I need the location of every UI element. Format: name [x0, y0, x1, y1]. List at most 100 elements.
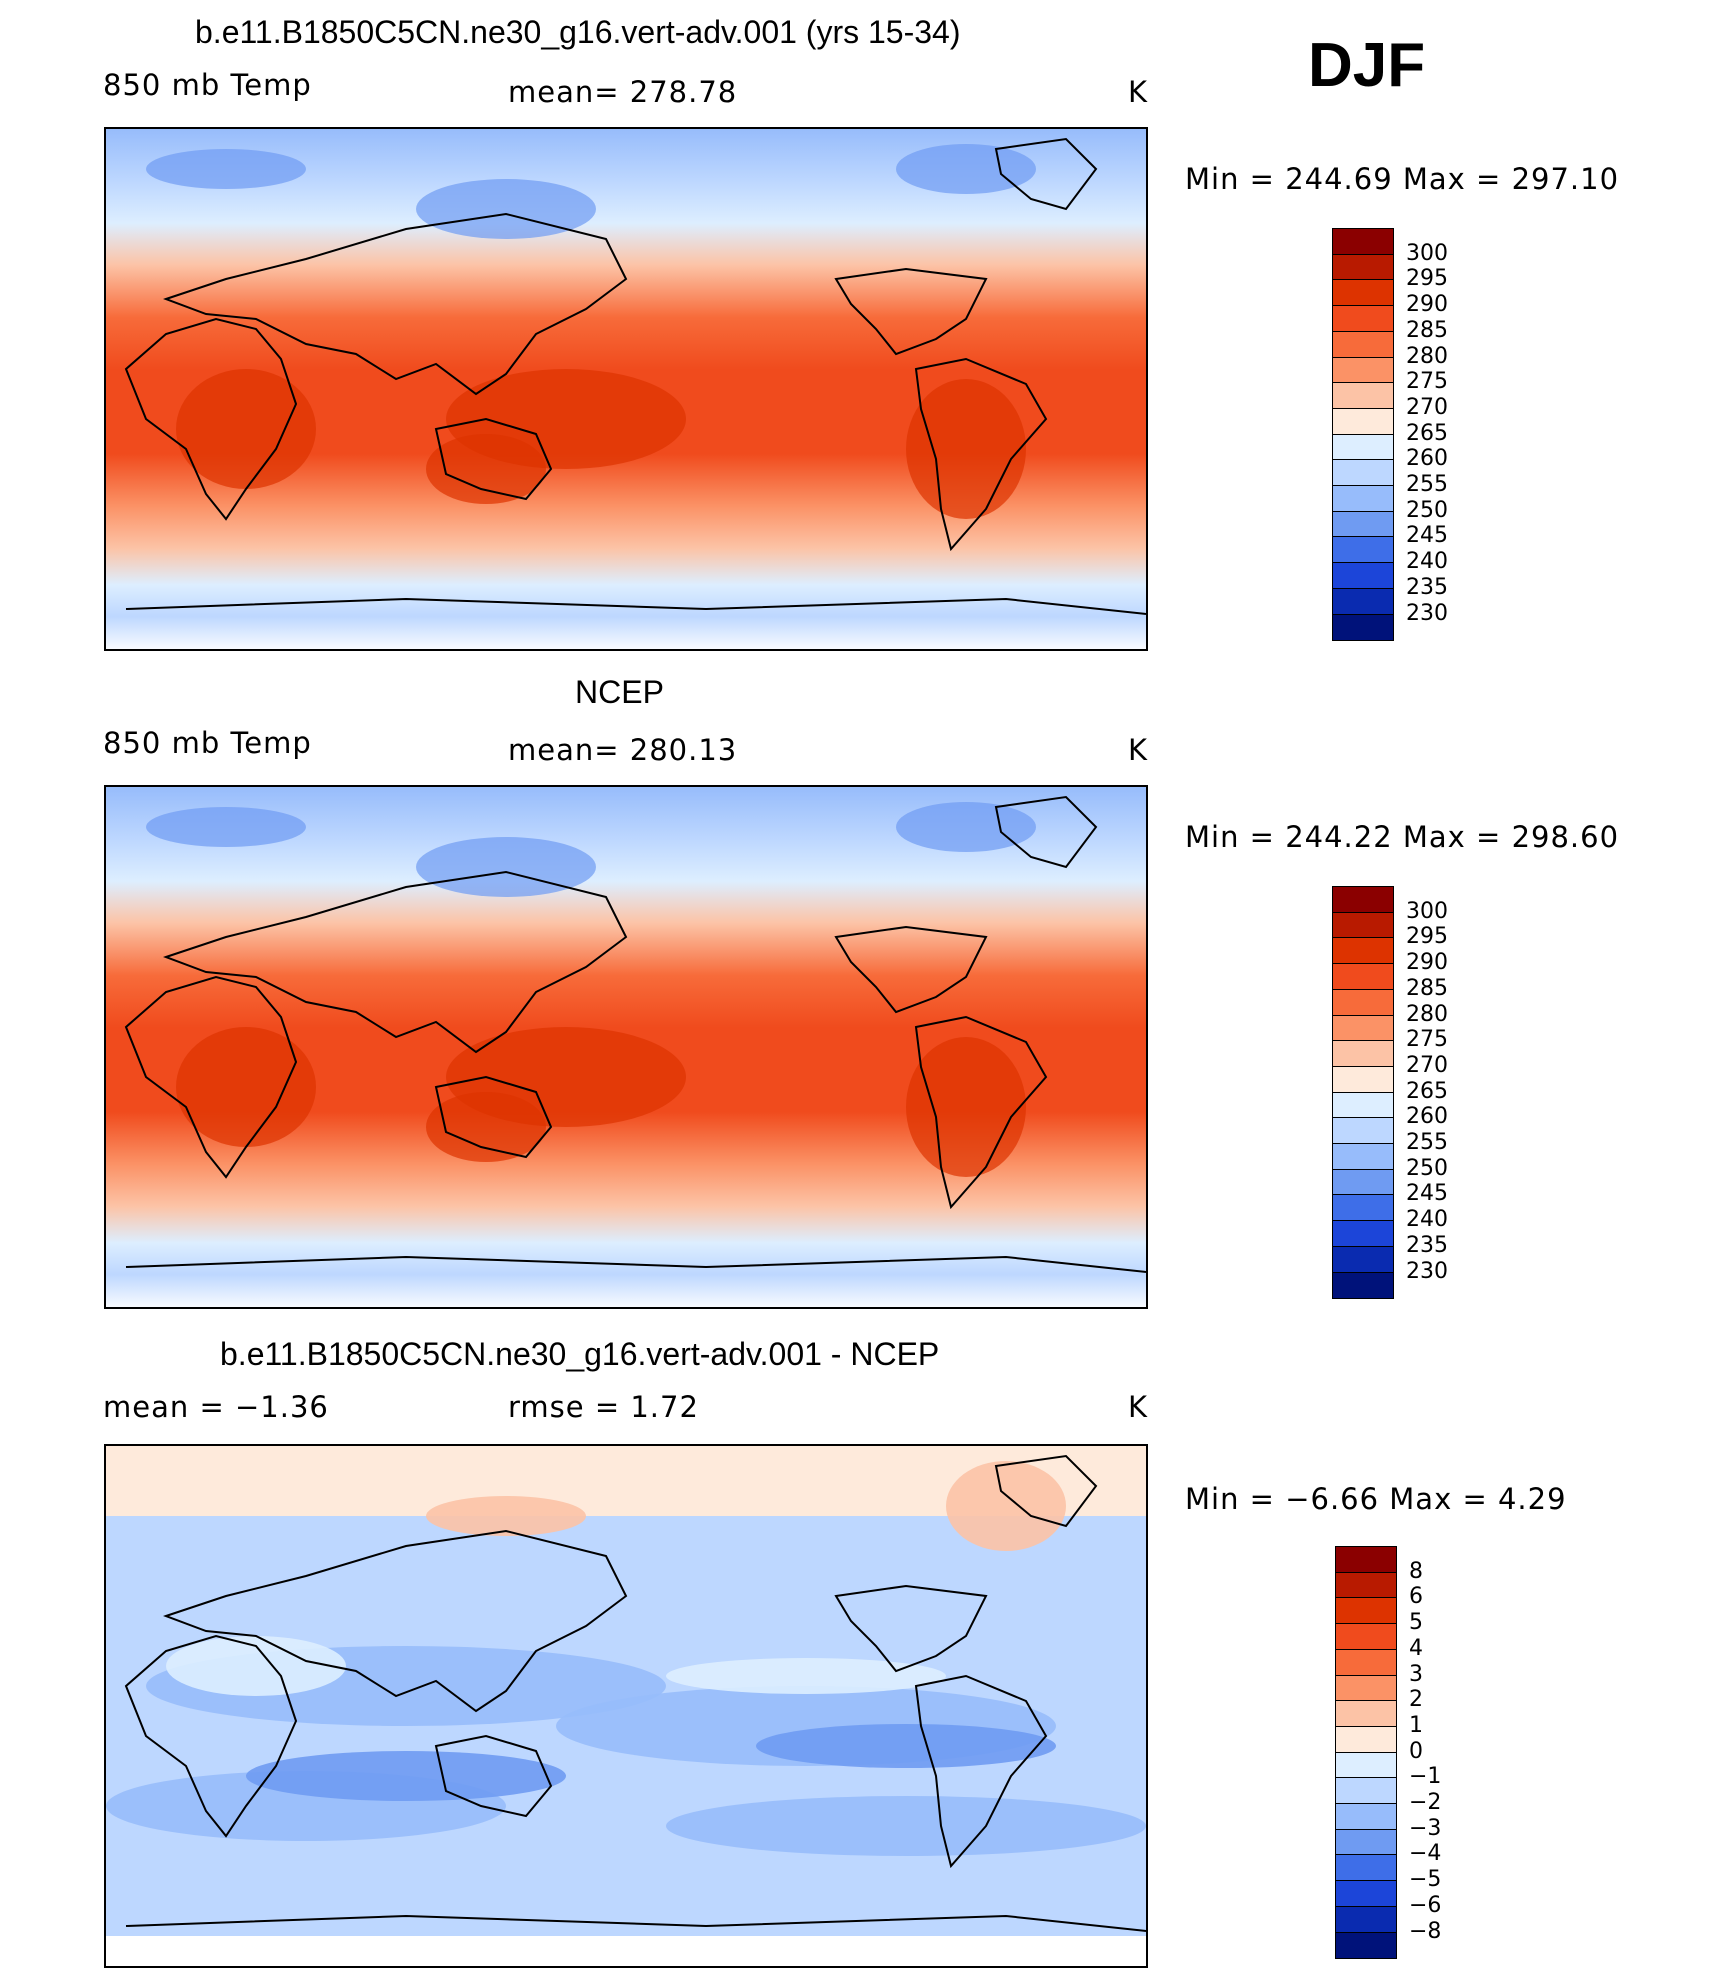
colorbar-swatch — [1332, 510, 1394, 538]
panel-1-minmax: Min = 244.69 Max = 297.10 — [1185, 162, 1620, 196]
colorbar-tick-label: 4 — [1409, 1635, 1423, 1661]
colorbar-swatch — [1335, 1725, 1397, 1754]
colorbar-tick-label: 260 — [1406, 1104, 1448, 1130]
colorbar-tick-label: 235 — [1406, 574, 1448, 600]
colorbar-tick-label: 5 — [1409, 1610, 1423, 1636]
colorbar-swatch — [1335, 1854, 1397, 1882]
colorbar-tick-label: 245 — [1406, 1181, 1448, 1207]
colorbar-swatch — [1332, 988, 1394, 1016]
colorbar-tick-label: 230 — [1406, 600, 1448, 626]
panel-2-left-label: 850 mb Temp — [103, 726, 312, 760]
colorbar-tick-label: −6 — [1409, 1892, 1442, 1918]
colorbar-swatch — [1332, 382, 1394, 410]
colorbar-swatch — [1332, 228, 1394, 256]
colorbar-swatch — [1332, 1143, 1394, 1171]
panel-3-rmse-label: rmse = 1.72 — [508, 1390, 699, 1424]
colorbar-tick-label: 290 — [1406, 292, 1448, 318]
colorbar-tick-label: −4 — [1409, 1841, 1442, 1867]
colorbar-tick-label: 265 — [1406, 420, 1448, 446]
colorbar-swatch — [1335, 1597, 1397, 1625]
colorbar-swatch — [1335, 1905, 1397, 1933]
colorbar-tick-label: −1 — [1409, 1764, 1442, 1790]
colorbar-tick-label: 265 — [1406, 1078, 1448, 1104]
panel-2-map — [104, 785, 1148, 1309]
colorbar-tick-label: 250 — [1406, 1155, 1448, 1181]
panel-2-title: NCEP — [575, 674, 664, 710]
colorbar-swatch — [1332, 1065, 1394, 1094]
panel-1-map — [104, 127, 1148, 651]
colorbar-tick-label: 245 — [1406, 523, 1448, 549]
colorbar-swatch — [1332, 1220, 1394, 1248]
colorbar-swatch — [1335, 1828, 1397, 1856]
panel-3-mean-label: mean = −1.36 — [103, 1390, 329, 1424]
colorbar-swatch — [1332, 1014, 1394, 1042]
season-label: DJF — [1308, 31, 1426, 100]
colorbar-tick-label: 235 — [1406, 1232, 1448, 1258]
colorbar-tick-label: 290 — [1406, 950, 1448, 976]
colorbar-tick-label: 255 — [1406, 472, 1448, 497]
panel-2-minmax: Min = 244.22 Max = 298.60 — [1185, 820, 1620, 854]
panel-2-mean-label: mean= 280.13 — [508, 733, 738, 767]
colorbar-tick-label: 270 — [1406, 394, 1448, 420]
colorbar-tick-label: 250 — [1406, 497, 1448, 523]
colorbar-swatch — [1332, 330, 1394, 358]
colorbar-swatch — [1332, 356, 1394, 384]
panel-3-minmax: Min = −6.66 Max = 4.29 — [1185, 1482, 1567, 1516]
colorbar-swatch — [1335, 1674, 1397, 1702]
colorbar-tick-label: −3 — [1409, 1815, 1442, 1841]
colorbar-swatch — [1332, 562, 1394, 590]
colorbar-swatch — [1335, 1623, 1397, 1651]
colorbar-swatch — [1332, 963, 1394, 991]
colorbar-swatch — [1335, 1777, 1397, 1805]
colorbar-tick-label: 270 — [1406, 1052, 1448, 1078]
colorbar-tick-label: 295 — [1406, 924, 1448, 950]
colorbar-swatch — [1335, 1700, 1397, 1728]
colorbar-tick-label: 1 — [1409, 1712, 1423, 1738]
colorbar-tick-label: 300 — [1406, 240, 1448, 266]
colorbar-swatch — [1332, 1245, 1394, 1273]
colorbar-tick-label: 275 — [1406, 369, 1448, 395]
colorbar-swatch — [1332, 587, 1394, 615]
colorbar-swatch — [1332, 253, 1394, 281]
colorbar-tick-label: 0 — [1409, 1738, 1423, 1764]
colorbar-swatch — [1332, 433, 1394, 461]
colorbar-tick-label: 285 — [1406, 317, 1448, 343]
colorbar-tick-label: 280 — [1406, 1001, 1448, 1027]
colorbar-swatch — [1332, 937, 1394, 965]
colorbar-tick-label: 240 — [1406, 1207, 1448, 1233]
colorbar-swatch — [1335, 1571, 1397, 1599]
colorbar-tick-label: 6 — [1409, 1584, 1423, 1610]
colorbar-swatch — [1335, 1931, 1397, 1959]
colorbar-tick-label: 295 — [1406, 266, 1448, 292]
colorbar-swatch — [1332, 1091, 1394, 1119]
colorbar-tick-label: −5 — [1409, 1867, 1442, 1893]
colorbar-swatch — [1332, 305, 1394, 333]
colorbar-tick-label: −8 — [1409, 1918, 1442, 1944]
colorbar-swatch — [1335, 1803, 1397, 1831]
colorbar-tick-label: 8 — [1409, 1558, 1423, 1584]
colorbar-tick-label: 255 — [1406, 1130, 1448, 1155]
colorbar-swatch — [1332, 407, 1394, 436]
colorbar-swatch — [1335, 1546, 1397, 1574]
colorbar-tick-label: 300 — [1406, 898, 1448, 924]
panel-3-title: b.e11.B1850C5CN.ne30_g16.vert-adv.001 - … — [220, 1336, 940, 1372]
panel-3-map — [104, 1444, 1148, 1968]
colorbar-swatch — [1335, 1751, 1397, 1779]
colorbar-tick-label: 240 — [1406, 549, 1448, 575]
colorbar-tick-label: 230 — [1406, 1258, 1448, 1284]
colorbar-swatch — [1332, 1168, 1394, 1196]
colorbar-tick-label: 275 — [1406, 1027, 1448, 1053]
colorbar-swatch — [1332, 886, 1394, 914]
panel-2-units: K — [1128, 733, 1149, 767]
colorbar-swatch — [1332, 1194, 1394, 1222]
colorbar-tick-label: 285 — [1406, 975, 1448, 1001]
panel-1-mean-label: mean= 278.78 — [508, 75, 738, 109]
colorbar-swatch — [1332, 911, 1394, 939]
colorbar-swatch — [1332, 613, 1394, 641]
panel-1-title: b.e11.B1850C5CN.ne30_g16.vert-adv.001 (y… — [195, 14, 961, 50]
colorbar-swatch — [1335, 1648, 1397, 1676]
colorbar-tick-label: 260 — [1406, 446, 1448, 472]
colorbar-swatch — [1332, 279, 1394, 307]
colorbar-swatch — [1332, 536, 1394, 564]
panel-1-units: K — [1128, 75, 1149, 109]
